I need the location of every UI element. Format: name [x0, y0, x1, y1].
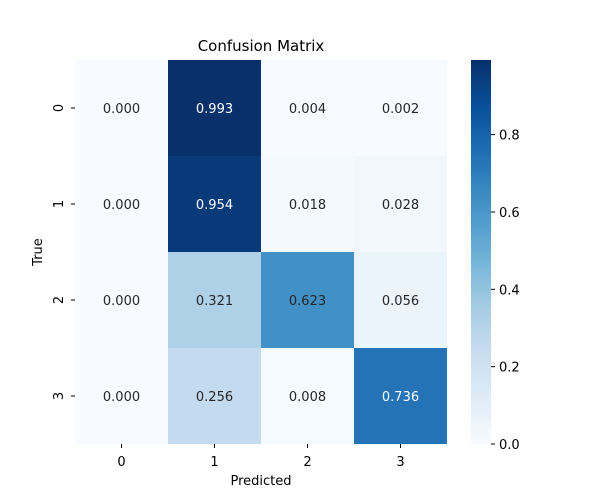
- heatmap-cell-2-0: [75, 252, 168, 348]
- colorbar-tick-label: 0.4: [499, 283, 520, 298]
- cell-value-label: 0.321: [196, 294, 233, 309]
- colorbar: 0.0 0.2 0.4 0.6 0.8: [471, 60, 520, 453]
- cell-value-label: 0.028: [382, 198, 419, 213]
- y-axis-label: True: [31, 238, 46, 267]
- colorbar-tick-label: 0.8: [499, 129, 520, 144]
- cell-value-label: 0.954: [196, 198, 233, 213]
- heatmap-cell-2-3: [354, 252, 447, 348]
- colorbar-tick-label: 0.2: [499, 361, 520, 376]
- colorbar-ticks: 0.0 0.2 0.4 0.6 0.8: [491, 129, 520, 453]
- x-tick-label: 1: [210, 455, 218, 470]
- y-tick-label: 1: [52, 200, 67, 208]
- heatmap-cell-2-1: [168, 252, 261, 348]
- heatmap-cell-3-1: [168, 348, 261, 444]
- heatmap-cell-0-0: [75, 60, 168, 156]
- heatmap-cell-0-3: [354, 60, 447, 156]
- heatmap-cell-1-3: [354, 156, 447, 252]
- heatmap-cells: [75, 60, 447, 444]
- heatmap-cell-1-2: [261, 156, 354, 252]
- colorbar-tick-label: 0.6: [499, 206, 520, 221]
- cell-value-label: 0.736: [382, 390, 419, 405]
- cell-value-label: 0.000: [103, 390, 140, 405]
- y-tick-label: 2: [52, 296, 67, 304]
- cell-value-label: 0.000: [103, 198, 140, 213]
- cell-value-label: 0.000: [103, 294, 140, 309]
- heatmap-cell-3-2: [261, 348, 354, 444]
- y-axis: 0 1 2 3: [52, 104, 75, 400]
- heatmap-cell-0-2: [261, 60, 354, 156]
- cell-value-label: 0.056: [382, 294, 419, 309]
- heatmap-cell-0-1: [168, 60, 261, 156]
- y-tick-label: 3: [52, 392, 67, 400]
- cell-value-label: 0.008: [289, 390, 326, 405]
- cell-value-label: 0.256: [196, 390, 233, 405]
- cell-value-label: 0.018: [289, 198, 326, 213]
- colorbar-tick-label: 0.0: [499, 438, 520, 453]
- y-tick-label: 0: [52, 104, 67, 112]
- cell-value-label: 0.000: [103, 102, 140, 117]
- x-tick-label: 2: [303, 455, 311, 470]
- chart-title: Confusion Matrix: [198, 37, 325, 55]
- x-axis-label: Predicted: [230, 474, 291, 489]
- x-tick-label: 0: [117, 455, 125, 470]
- heatmap-cell-3-3: [354, 348, 447, 444]
- heatmap-cell-3-0: [75, 348, 168, 444]
- heatmap-cell-labels: 0.000 0.993 0.004 0.002 0.000 0.954 0.018 0.028…: [103, 102, 419, 405]
- heatmap-cell-1-0: [75, 156, 168, 252]
- x-tick-label: 3: [396, 455, 404, 470]
- colorbar-gradient: [471, 60, 491, 444]
- heatmap-cell-2-2: [261, 252, 354, 348]
- heatmap-cell-1-1: [168, 156, 261, 252]
- x-axis: 0 1 2 3: [117, 444, 405, 470]
- cell-value-label: 0.993: [196, 102, 233, 117]
- cell-value-label: 0.623: [289, 294, 326, 309]
- cell-value-label: 0.004: [289, 102, 326, 117]
- cell-value-label: 0.002: [382, 102, 419, 117]
